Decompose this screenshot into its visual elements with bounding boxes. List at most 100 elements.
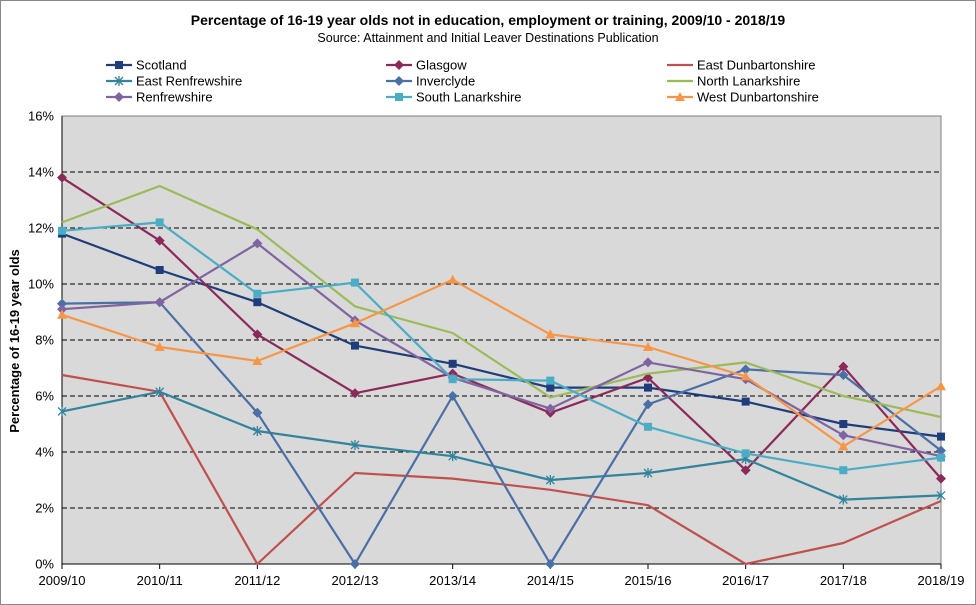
series-lines [57,172,946,569]
legend-label: Inverclyde [416,74,475,89]
data-point [350,559,360,569]
series-west-dunbartonshire [57,274,946,451]
data-point [838,441,849,451]
data-point [155,386,165,397]
axes [61,115,942,569]
data-point [448,359,457,368]
series-line [61,301,942,566]
data-point [546,376,555,385]
data-point [252,426,262,436]
data-point [350,388,360,399]
data-point [937,453,945,462]
data-point [838,430,849,441]
x-tick-label: 2015/16 [625,573,672,588]
data-point [57,406,67,417]
data-point [545,559,556,569]
legend-label: North Lanarkshire [697,74,800,89]
legend-entry: East Dunbartonshire [667,58,816,73]
x-tick-label: 2016/17 [722,573,769,588]
data-point [740,371,751,381]
series-line [61,373,942,566]
data-point [154,297,165,308]
series-east-renfrewshire [57,386,946,505]
legend-label: West Dunbartonshire [697,90,819,105]
data-point [57,304,67,315]
chart-subtitle: Source: Attainment and Initial Leaver De… [317,31,658,45]
x-tick-label: 2010/11 [137,573,183,588]
data-point [740,465,751,476]
data-point [741,449,750,458]
legend-marker [395,93,403,101]
x-tick-label: 2014/15 [527,573,574,588]
data-point [351,278,359,287]
series-line [61,242,942,458]
data-point [545,475,555,485]
legend-entry: Glasgow [386,58,467,73]
legend: Scotland Glasgow East Dunbartonshire East R… [106,58,819,105]
x-tick-label: 2012/13 [332,573,379,588]
series-north-lanarkshire [61,184,942,419]
y-tick-label: 12% [28,221,54,236]
x-tick-label: 2017/18 [820,573,867,588]
legend-label: East Renfrewshire [136,74,242,89]
legend-marker [114,92,124,102]
data-point [936,445,946,456]
x-tick-label: 2018/19 [918,573,965,588]
data-point [155,218,164,227]
data-point [643,468,653,478]
data-point [838,494,848,505]
legend-marker [114,76,124,86]
data-point [350,318,360,328]
legend-entry: East Renfrewshire [106,74,242,89]
data-point [252,356,263,365]
series-east-dunbartonshire [61,373,942,566]
y-tick-label: 16% [28,109,54,124]
y-tick-labels: 0% 2% 4% 6% 8% 10% 12% 14% 16% [28,109,54,572]
data-point [643,357,653,368]
series-line [61,390,942,501]
data-point [936,490,946,501]
legend-entry: West Dunbartonshire [667,90,819,105]
data-point [154,235,165,246]
data-point [936,473,946,484]
data-point [839,466,848,475]
legend-label: South Lanarkshire [416,90,522,105]
data-point [154,342,165,351]
data-point [643,399,653,410]
data-point [545,403,556,414]
y-tick-label: 6% [35,389,54,404]
data-point [252,407,263,418]
data-point [57,309,67,319]
series-line [61,184,942,419]
data-point [57,298,67,309]
data-point [936,381,946,391]
data-point [252,329,263,340]
data-point [57,172,67,183]
data-point [350,440,360,450]
series-line [61,278,942,448]
series-line [61,221,942,472]
data-point [351,341,359,350]
y-tick-label: 14% [28,165,54,180]
data-point [937,432,945,441]
data-point [253,289,262,298]
legend-label: Glasgow [416,58,467,73]
legend-entry: Renfrewshire [106,90,213,105]
data-point [155,266,164,274]
legend-marker [394,76,404,86]
chart-title: Percentage of 16-19 year olds not in edu… [191,12,786,28]
y-axis-label: Percentage of 16-19 year olds [7,249,22,433]
y-tick-label: 8% [35,333,54,348]
data-point [58,226,66,235]
data-point [741,397,750,406]
x-tick-label: 2013/14 [429,573,476,588]
y-tick-label: 2% [35,501,54,516]
legend-label: Scotland [136,58,187,73]
x-tick-label: 2011/12 [234,573,280,588]
y-tick-label: 4% [35,445,54,460]
data-point [545,329,556,339]
data-point [838,370,849,380]
data-point [644,422,652,431]
